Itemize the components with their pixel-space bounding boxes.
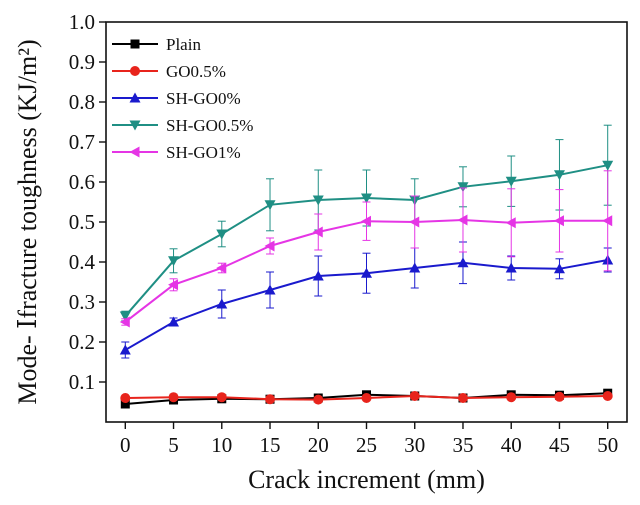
data-point (361, 215, 371, 227)
y-axis: 0.1 0.2 0.3 0.4 0.5 0.6 0.7 0.8 0.9 1.0 (69, 10, 106, 394)
data-point (119, 316, 130, 328)
data-point (312, 195, 324, 206)
legend-marker (129, 146, 140, 158)
y-tick-label: 0.4 (69, 250, 96, 274)
legend-item: SH-GO1% (112, 143, 241, 162)
data-point (265, 394, 276, 405)
plot-area (119, 124, 614, 409)
x-tick-label: 0 (120, 433, 131, 457)
data-point (264, 200, 276, 211)
data-point (602, 391, 613, 401)
data-point (553, 215, 564, 227)
data-point (457, 257, 469, 268)
data-point (506, 392, 517, 403)
data-point (168, 279, 179, 291)
x-tick-label: 30 (404, 433, 425, 457)
data-point (409, 391, 420, 401)
data-point (312, 270, 324, 281)
legend-item: GO0.5% (112, 62, 226, 81)
series-GO0.5% (120, 391, 613, 405)
y-tick-label: 0.5 (69, 210, 95, 234)
data-point (553, 263, 565, 274)
data-point (602, 215, 613, 227)
legend-item: SH-GO0.5% (112, 116, 253, 135)
data-point (505, 217, 516, 229)
legend-marker (130, 66, 140, 76)
x-tick-label: 45 (549, 433, 570, 457)
data-point (168, 256, 180, 267)
data-point (505, 176, 517, 187)
legend-marker (129, 92, 141, 103)
data-point (361, 393, 372, 403)
x-tick-label: 50 (597, 433, 618, 457)
data-point (168, 392, 179, 403)
legend: Plain GO0.5% SH-GO0% SH-GO0.5% SH-GO1% (112, 35, 253, 162)
y-tick-label: 0.6 (69, 170, 95, 194)
data-point (409, 262, 421, 273)
x-tick-label: 40 (501, 433, 522, 457)
legend-item: Plain (112, 35, 201, 54)
data-point (216, 229, 228, 240)
data-point (168, 316, 180, 327)
x-axis-label: Crack increment (mm) (248, 465, 485, 494)
data-point (457, 393, 468, 403)
data-point (119, 344, 131, 355)
data-point (457, 182, 469, 193)
data-point (216, 298, 228, 309)
data-point (119, 311, 131, 322)
data-point (602, 160, 614, 171)
data-point (457, 214, 468, 226)
y-tick-label: 1.0 (69, 10, 95, 34)
x-tick-label: 20 (308, 433, 329, 457)
data-point (313, 394, 324, 405)
y-axis-label: Mode- Ⅰfracture toughness (KJ/m²) (13, 39, 42, 404)
data-point (553, 170, 565, 181)
data-point (312, 226, 323, 238)
x-tick-label: 35 (452, 433, 473, 457)
legend-marker (130, 39, 140, 49)
data-point (264, 284, 276, 295)
legend-marker (129, 120, 141, 131)
data-point (361, 193, 372, 204)
x-tick-label: 10 (211, 433, 232, 457)
legend-label: SH-GO0.5% (166, 116, 253, 135)
data-point (120, 399, 130, 409)
y-tick-label: 0.8 (69, 90, 95, 114)
series-SH-GO1% (119, 170, 613, 328)
data-point (361, 267, 372, 278)
data-point (216, 392, 227, 403)
y-tick-label: 0.3 (69, 290, 95, 314)
data-point (554, 391, 565, 402)
legend-label: SH-GO1% (166, 143, 241, 162)
legend-label: Plain (166, 35, 201, 54)
data-point (409, 216, 420, 228)
y-tick-label: 0.1 (69, 370, 95, 394)
data-point (216, 262, 227, 274)
x-axis: 0 5 10 15 20 25 30 35 40 45 50 (120, 422, 618, 457)
x-tick-label: 25 (356, 433, 377, 457)
y-tick-label: 0.2 (69, 330, 95, 354)
data-point (264, 240, 275, 252)
legend-label: SH-GO0% (166, 89, 241, 108)
legend-label: GO0.5% (166, 62, 226, 81)
y-tick-label: 0.7 (69, 130, 95, 154)
x-tick-label: 15 (260, 433, 281, 457)
series-SH-GO0% (119, 241, 614, 359)
legend-item: SH-GO0% (112, 89, 241, 108)
data-point (505, 262, 517, 273)
data-point (120, 393, 131, 403)
x-tick-label: 5 (168, 433, 179, 457)
y-tick-label: 0.9 (69, 50, 95, 74)
